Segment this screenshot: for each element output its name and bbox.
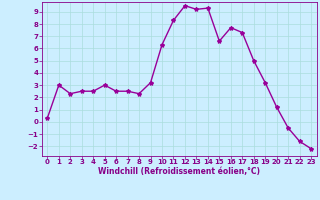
X-axis label: Windchill (Refroidissement éolien,°C): Windchill (Refroidissement éolien,°C) bbox=[98, 167, 260, 176]
